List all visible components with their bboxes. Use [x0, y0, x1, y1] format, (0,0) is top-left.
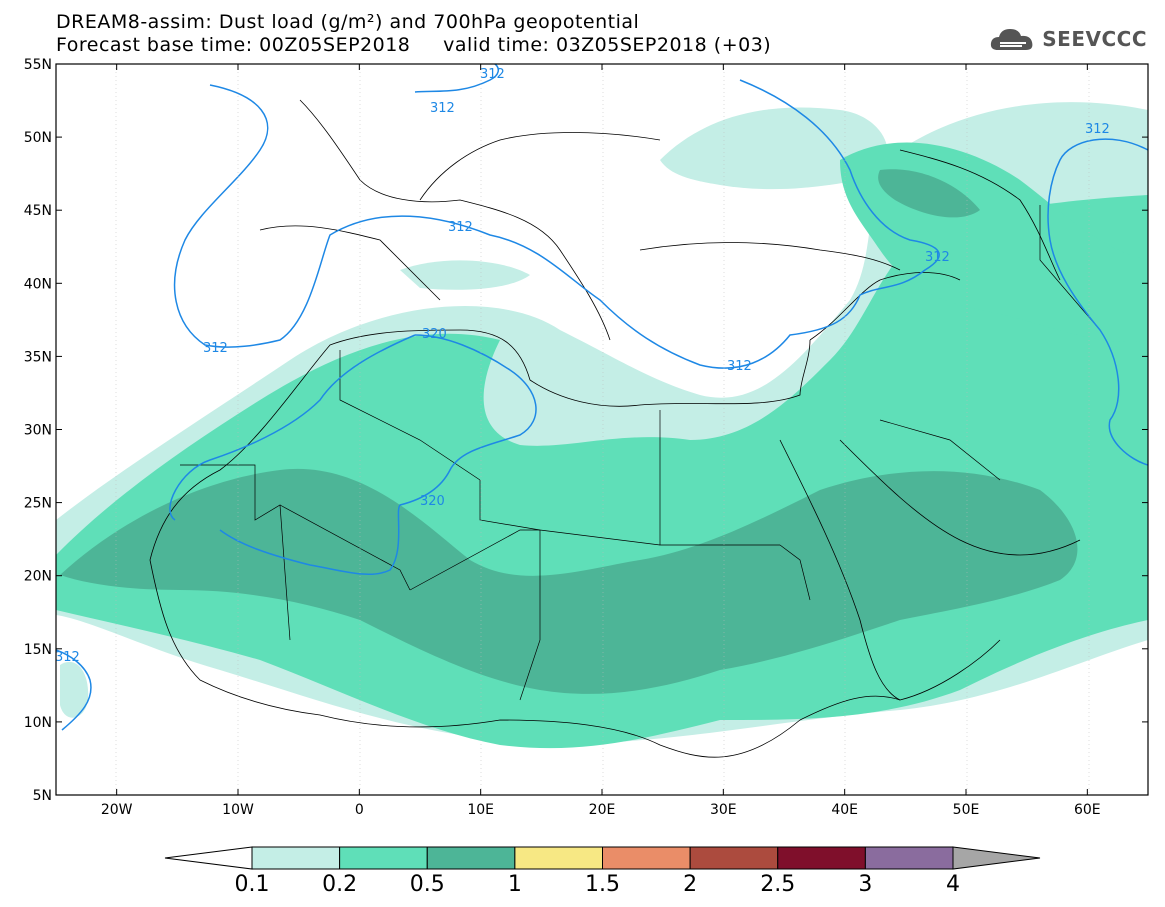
lon-tick-label: 20W — [101, 802, 133, 818]
colorbar-label: 3 — [858, 872, 872, 897]
lon-tick-label: 40E — [831, 802, 858, 818]
contour-label: 320 — [420, 494, 445, 509]
colorbar-swatch — [602, 846, 691, 870]
contour-label: 312 — [727, 359, 752, 374]
lat-tick-label: 35N — [24, 349, 52, 365]
borders — [180, 205, 1101, 701]
contour-label: 312 — [430, 101, 455, 116]
lat-tick-label: 5N — [33, 788, 52, 804]
colorbar-label: 2 — [683, 872, 697, 897]
map-area — [56, 64, 1148, 795]
colorbar-swatch — [864, 846, 954, 870]
colorbar-swatch — [339, 846, 428, 870]
contour-label: 312 — [55, 650, 80, 665]
colorbar-swatch — [689, 846, 779, 870]
lat-tick-label: 40N — [24, 276, 52, 292]
lon-tick-label: 10W — [222, 802, 254, 818]
colorbar-swatch — [251, 846, 341, 870]
colorbar-swatch — [514, 846, 603, 870]
lat-tick-label: 25N — [24, 496, 52, 512]
contour-label: 312 — [480, 67, 505, 82]
colorbar-label: 1.5 — [585, 872, 620, 897]
lon-tick-label: 20E — [589, 802, 616, 818]
lat-tick-label: 55N — [24, 57, 52, 73]
lon-tick-label: 60E — [1074, 802, 1101, 818]
colorbar-legend: 0.1 0.2 0.5 1 1.5 2 2.5 3 4 — [164, 846, 1041, 897]
lat-tick-label: 20N — [24, 569, 52, 585]
colorbar-arrow-high — [952, 846, 1041, 870]
lon-tick-label: 10E — [467, 802, 494, 818]
lat-tick-label: 15N — [24, 642, 52, 658]
geopotential-contours — [56, 64, 1148, 731]
colorbar-label: 1 — [508, 872, 522, 897]
lat-tick-label: 10N — [24, 715, 52, 731]
colorbar-label: 4 — [946, 872, 960, 897]
colorbar-swatch — [777, 846, 866, 870]
contour-labels-group: 312 312 312 312 312 312 312 320 320 312 — [55, 67, 1110, 665]
colorbar-arrow-low — [164, 846, 253, 870]
lon-tick-label: 30E — [710, 802, 737, 818]
latitude-axis: 55N 50N 45N 40N 35N 30N 25N 20N 15N 10N 5N — [24, 57, 1148, 804]
brand-logo: SEEVCCC — [988, 24, 1147, 54]
colorbar-swatch — [426, 846, 516, 870]
map-subtitle-times: Forecast base time: 00Z05SEP2018 valid t… — [56, 34, 772, 56]
lat-tick-label: 30N — [24, 423, 52, 439]
colorbar-label: 0.5 — [410, 872, 445, 897]
brand-name: SEEVCCC — [1042, 27, 1147, 51]
colorbar-label: 0.2 — [322, 872, 357, 897]
contour-label: 320 — [422, 327, 447, 342]
cloud-logo-icon — [991, 29, 1033, 50]
contour-label: 312 — [1085, 122, 1110, 137]
dust-layer-0.5 — [60, 169, 1078, 694]
contour-label: 312 — [448, 220, 473, 235]
map-title: DREAM8-assim: Dust load (g/m²) and 700hP… — [56, 11, 640, 33]
longitude-axis: 20W 10W 0 10E 20E 30E 40E 50E 60E — [101, 64, 1101, 818]
lat-tick-label: 45N — [24, 203, 52, 219]
colorbar-label: 0.1 — [235, 872, 270, 897]
lat-tick-label: 50N — [24, 130, 52, 146]
contour-label: 312 — [925, 250, 950, 265]
lon-tick-label: 50E — [953, 802, 980, 818]
lon-tick-label: 0 — [355, 802, 364, 818]
colorbar-label: 2.5 — [760, 872, 795, 897]
contour-label: 312 — [203, 341, 228, 356]
